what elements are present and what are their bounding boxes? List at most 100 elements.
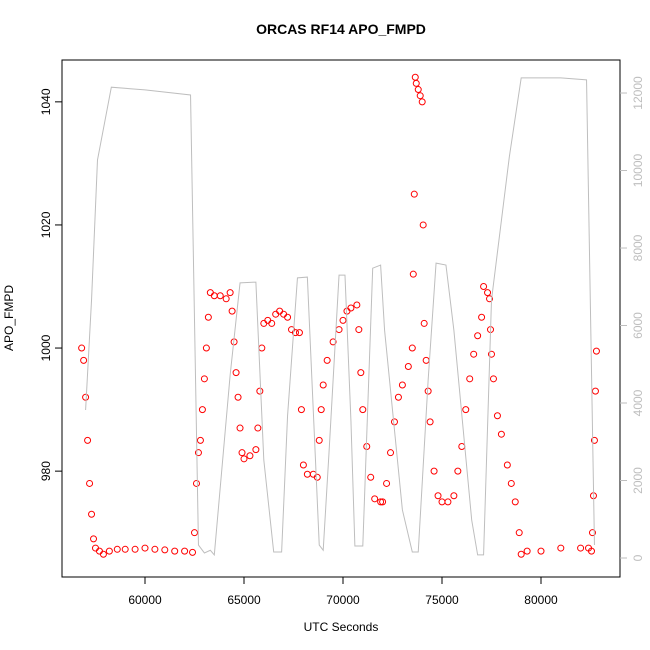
data-point — [254, 424, 262, 432]
data-point — [284, 313, 292, 321]
data-point — [587, 547, 595, 555]
data-point — [228, 307, 236, 315]
data-point — [412, 79, 420, 87]
data-point — [88, 510, 96, 518]
data-point — [515, 529, 523, 537]
data-point — [226, 289, 234, 297]
data-point — [517, 550, 525, 558]
data-point — [347, 304, 355, 312]
data-point — [196, 436, 204, 444]
data-point — [379, 498, 387, 506]
data-point — [234, 393, 242, 401]
data-point — [503, 461, 511, 469]
data-point — [383, 479, 391, 487]
data-point — [487, 350, 495, 358]
data-point — [78, 344, 86, 352]
y2-tick-label: 8000 — [631, 234, 645, 261]
data-point — [454, 467, 462, 475]
x-tick-label: 65000 — [227, 593, 261, 607]
data-point — [419, 221, 427, 229]
data-point — [99, 550, 107, 558]
data-point — [319, 381, 327, 389]
data-point — [323, 356, 331, 364]
data-point — [414, 86, 422, 94]
data-point — [592, 347, 600, 355]
data-point — [353, 301, 361, 309]
data-point — [377, 498, 385, 506]
plot-frame — [61, 59, 621, 578]
altitude-line — [85, 77, 595, 557]
data-point — [90, 535, 98, 543]
data-point — [113, 545, 121, 553]
data-point — [329, 338, 337, 346]
data-point — [202, 344, 210, 352]
y2-tick-label: 10000 — [631, 154, 645, 188]
data-point — [588, 529, 596, 537]
data-point — [357, 369, 365, 377]
data-point — [80, 356, 88, 364]
data-point — [238, 449, 246, 457]
x-tick-label: 60000 — [128, 593, 162, 607]
y-tick-label: 980 — [39, 461, 53, 481]
data-point — [151, 545, 159, 553]
y-tick-label: 1040 — [39, 88, 53, 115]
y2-tick-label: 2000 — [631, 467, 645, 494]
data-point — [434, 492, 442, 500]
data-point — [295, 329, 303, 337]
y-tick-label: 1000 — [39, 334, 53, 361]
data-point — [480, 282, 488, 290]
data-point — [191, 529, 199, 537]
data-point — [291, 329, 299, 337]
data-point — [408, 344, 416, 352]
data-point — [194, 449, 202, 457]
data-point — [462, 406, 470, 414]
x-tick-label: 80000 — [524, 593, 558, 607]
data-point — [418, 98, 426, 106]
data-point — [256, 387, 264, 395]
data-point — [105, 547, 113, 555]
data-point — [537, 547, 545, 555]
data-point — [420, 319, 428, 327]
data-point — [84, 436, 92, 444]
x-tick-label: 75000 — [425, 593, 459, 607]
data-point — [523, 547, 531, 555]
data-point — [198, 406, 206, 414]
data-point — [489, 375, 497, 383]
y-axis-label: APO_FMPD — [2, 285, 16, 351]
data-point — [591, 387, 599, 395]
data-point — [404, 363, 412, 371]
data-point — [339, 316, 347, 324]
data-point — [192, 479, 200, 487]
data-point — [367, 473, 375, 481]
data-point — [181, 547, 189, 555]
data-point — [299, 461, 307, 469]
data-point — [315, 436, 323, 444]
data-point — [232, 369, 240, 377]
data-point — [409, 270, 417, 278]
data-point — [478, 313, 486, 321]
data-point — [246, 452, 254, 460]
data-point — [200, 375, 208, 383]
data-point — [161, 546, 169, 554]
data-point — [355, 326, 363, 334]
data-point — [297, 406, 305, 414]
data-point — [450, 492, 458, 500]
data-point — [430, 467, 438, 475]
data-point — [131, 545, 139, 553]
data-point — [577, 544, 585, 552]
data-point — [394, 393, 402, 401]
data-point — [511, 498, 519, 506]
data-point — [444, 498, 452, 506]
data-point — [371, 495, 379, 503]
data-point — [497, 430, 505, 438]
data-point — [390, 418, 398, 426]
data-point — [268, 319, 276, 327]
data-point — [204, 313, 212, 321]
y2-tick-label: 4000 — [631, 389, 645, 416]
data-point — [398, 381, 406, 389]
data-point — [82, 393, 90, 401]
y2-tick-label: 12000 — [631, 76, 645, 110]
data-point — [252, 446, 260, 454]
data-point — [474, 332, 482, 340]
